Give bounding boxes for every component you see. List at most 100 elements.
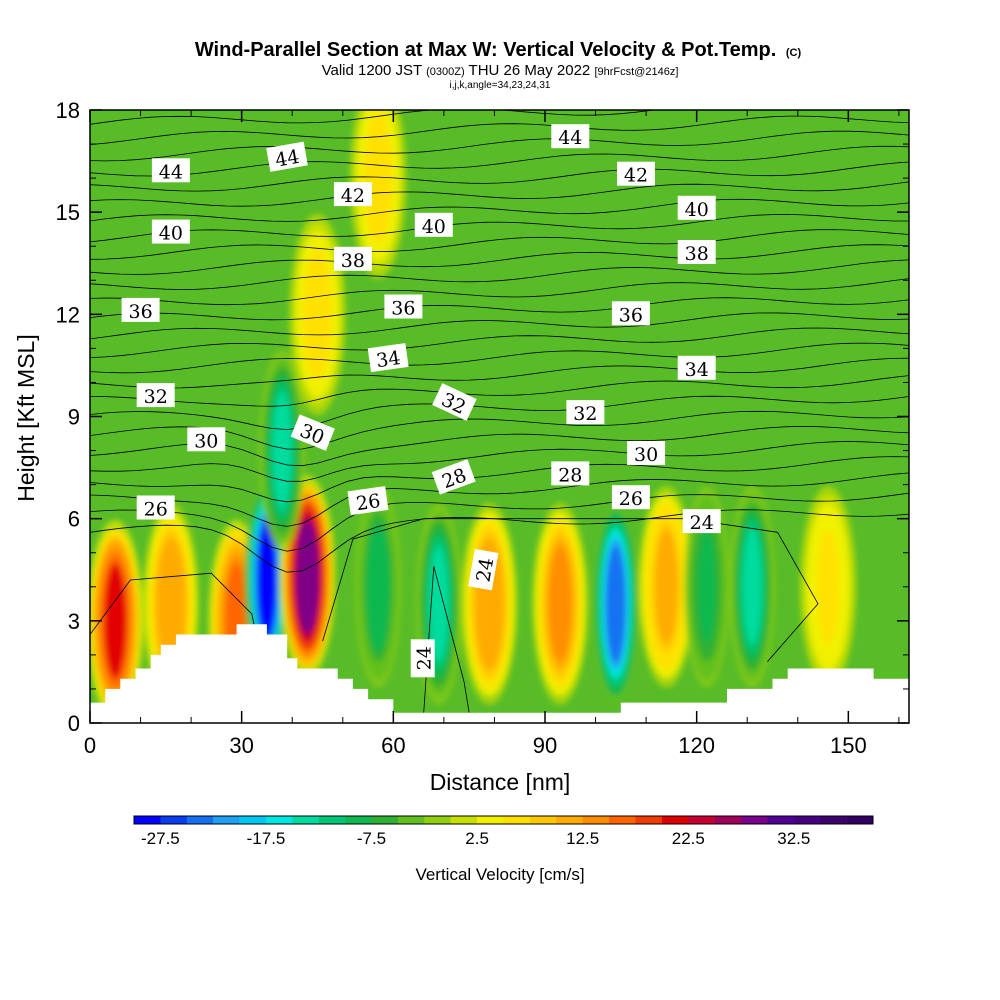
chart-subtitle: Valid 1200 JST (0300Z) THU 26 May 2022 [… [322,62,679,79]
x-tick-label: 0 [84,733,96,758]
velocity-band [369,529,388,644]
x-axis-label: Distance [nm] [430,769,571,795]
colorbar-swatch [213,816,240,824]
velocity-band [296,519,319,634]
terrain-mask [90,624,909,723]
colorbar-swatch [609,816,636,824]
contour-label: 24 [468,548,499,591]
velocity-band [429,546,448,662]
contour-label: 38 [333,246,372,272]
theta-isoline [90,259,909,290]
contour-label: 44 [151,158,190,183]
colorbar-swatch [134,816,161,824]
colorbar-frame [133,815,874,825]
velocity-band [306,257,329,372]
colorbar-tick-label: 12.5 [566,829,599,848]
contour-label: 36 [121,297,160,323]
contour-label: 28 [431,459,476,495]
contour-label: 38 [677,240,716,265]
velocity-band [816,529,840,644]
contour-label-text: 24 [472,556,498,584]
downdraft-cell-11 [683,485,731,688]
colorbar-tick-label: 22.5 [672,829,705,848]
contour-label-text: 38 [341,250,365,272]
y-tick-label: 18 [56,98,80,123]
velocity-band [273,393,292,508]
colorbar-swatch [265,816,293,824]
contour-label-text: 24 [690,512,714,534]
colorbar-swatch [160,816,188,824]
velocity-band [549,546,572,662]
colorbar-swatch [688,816,715,824]
colorbar-swatch [239,816,267,824]
colorbar-swatch [820,816,847,824]
theta-isoline [90,375,909,407]
velocity-band [606,546,625,662]
velocity-band [743,529,762,644]
theta-isoline [90,327,909,358]
colorbar-swatch [186,816,214,824]
contour-label: 32 [136,383,175,408]
contour-label: 24 [410,639,436,678]
contour-label-text: 44 [159,161,183,183]
contour-label: 44 [266,141,308,172]
colorbar-swatch [556,816,583,824]
colorbar-swatch [741,816,768,824]
colorbar-swatch [529,816,557,824]
theta-isoline [90,110,657,125]
colorbar-tick-label: 32.5 [777,829,810,848]
updraft-cell-1 [142,502,200,705]
contour-label: 26 [611,485,650,510]
velocity-band [257,522,277,638]
contour-label-text: 44 [558,127,582,149]
theta-isoline [90,312,909,340]
contour-label-text: 36 [129,301,153,323]
downdraft-cell-12 [728,485,776,688]
theta-isoline [90,145,909,177]
colorbar-swatch [846,816,874,824]
y-axis-label: Height [Kft MSL] [13,334,39,501]
chart-title: Wind-Parallel Section at Max W: Vertical… [195,39,802,61]
contour-label: 26 [136,495,175,521]
contour-label: 36 [611,301,650,326]
theta-isoline [90,395,909,430]
colorbar-swatch [292,816,320,824]
y-tick-label: 3 [68,609,80,634]
colorbar-swatch [397,816,425,824]
colorbar-swatch [345,816,372,824]
theta-isoline [90,456,909,503]
x-tick-label: 120 [678,733,715,758]
colorbar-swatch [318,816,346,824]
theta-isoline [90,130,909,162]
contour-label: 28 [551,461,590,486]
x-tick-label: 60 [381,733,405,758]
velocity-band [104,563,127,679]
downdraft-cell-9 [592,502,640,705]
theta-isoline [90,244,909,275]
theta-isoline [90,297,909,321]
contour-label-text: 30 [194,430,218,452]
plot-area: 44 44 44 42 42 40 40 40 38 38 36 36 36 34 34 32 32 32 30 30… [90,110,909,723]
contour-label: 40 [414,212,453,238]
contour-label-text: 44 [274,146,302,172]
contour-label-text: 30 [634,444,658,466]
theta-isoline [90,229,909,260]
contour-label: 42 [333,182,372,207]
theta-isoline [90,342,909,374]
theta-isoline [90,278,909,306]
x-tick-label: 150 [830,733,867,758]
potential-temperature-contours [90,110,909,713]
colorbar-swatch [661,816,689,824]
contour-label-text: 38 [685,243,709,265]
updraft-cell-8 [531,502,589,705]
contour-label-text: 24 [414,646,436,670]
contour-label-text: 36 [619,304,643,326]
colorbar: -27.5 -17.5 -7.5 2.5 12.5 22.5 32.5 [133,815,874,848]
colorbar-tick-label: -7.5 [357,829,386,848]
colorbar-swatch [371,816,399,824]
y-tick-label: 9 [68,405,80,430]
updraft-cell-13 [799,485,857,688]
downdraft-cell-5 [354,485,402,688]
colorbar-swatch [503,816,531,824]
